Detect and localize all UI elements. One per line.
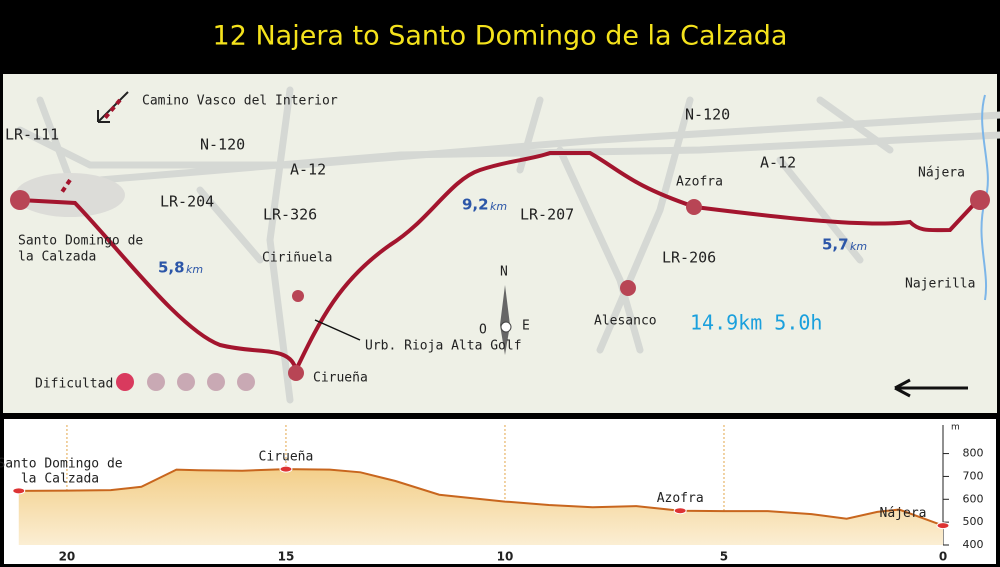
difficulty-label: Dificultad [35,377,113,392]
road-label: LR-326 [263,206,317,224]
route-note: Camino Vasco del Interior [142,94,338,109]
difficulty-icons [116,373,255,391]
distance-unit: km [186,263,203,276]
y-tick-label: 700 [963,469,984,482]
elevation-profile: 20 15 10 5 0 400 500 600 700 800 m Santo Domingo de… [0,423,984,564]
road-label: LR-111 [5,126,59,144]
map: Camino Vasco del Interior LR-111 N-120 A… [3,74,1000,413]
road [196,86,894,404]
distance: 9,2 [462,196,489,214]
distance: 5,8 [158,259,185,277]
x-tick-label: 15 [278,550,295,564]
route [19,151,980,376]
y-tick-label: 500 [963,515,984,528]
compass-label: E [522,319,530,334]
y-tick-label: 800 [963,447,984,460]
road-label: A-12 [760,154,796,172]
place-label: Ciriñuela [262,251,332,266]
distance-unit: km [490,200,507,213]
compass-label: O [479,323,487,338]
waypoint-label: Azofra [657,491,704,506]
y-axis-label: m [951,423,960,433]
elevation-area [18,469,944,545]
map-area [3,74,997,413]
road-label: LR-204 [160,193,214,211]
place-label: Cirueña [313,371,368,386]
road-label: N-120 [685,106,730,124]
waypoint [279,465,293,473]
place-label: Santo Domingo de [18,234,143,249]
road-label: LR-207 [520,206,574,224]
x-tick-label: 10 [497,550,514,564]
camino-mark [60,98,122,194]
elevation-line [18,468,944,527]
summary: 14.9km 5.0h [690,311,822,335]
y-tick-label: 600 [963,492,984,505]
x-tick-label: 5 [720,550,728,564]
compass [500,285,510,355]
waypoint-label: Santo Domingo de [0,456,123,471]
waypoint-label: Nájera [880,506,927,521]
place-label: Alesanco [594,314,657,329]
compass-label: N [500,265,508,280]
place-label: Najerilla [905,277,975,292]
place-label: Azofra [676,175,723,190]
road-label: LR-206 [662,249,716,267]
distance: 5,7 [822,236,849,254]
title: 12 Najera to Santo Domingo de la Calzada [213,21,788,52]
y-tick-label: 400 [963,538,984,551]
distance-unit: km [850,240,867,253]
x-tick-label: 20 [59,550,76,564]
x-tick-label: 0 [939,550,947,564]
road-label: N-120 [200,136,245,154]
direction-arrow [894,378,968,398]
town-area [15,173,125,217]
place-label: Nájera [918,166,965,181]
route-stops [10,190,990,381]
place-label: la Calzada [18,250,96,265]
waypoint [936,522,950,530]
waypoint [673,507,687,515]
urbanization-label: Urb. Rioja Alta Golf [365,339,522,354]
pointer [314,319,361,341]
waypoint-label: Cirueña [259,450,314,465]
waypoint-label: la Calzada [21,471,99,486]
compass-center [500,321,512,333]
waypoint [12,487,26,495]
road-label: A-12 [290,161,326,179]
